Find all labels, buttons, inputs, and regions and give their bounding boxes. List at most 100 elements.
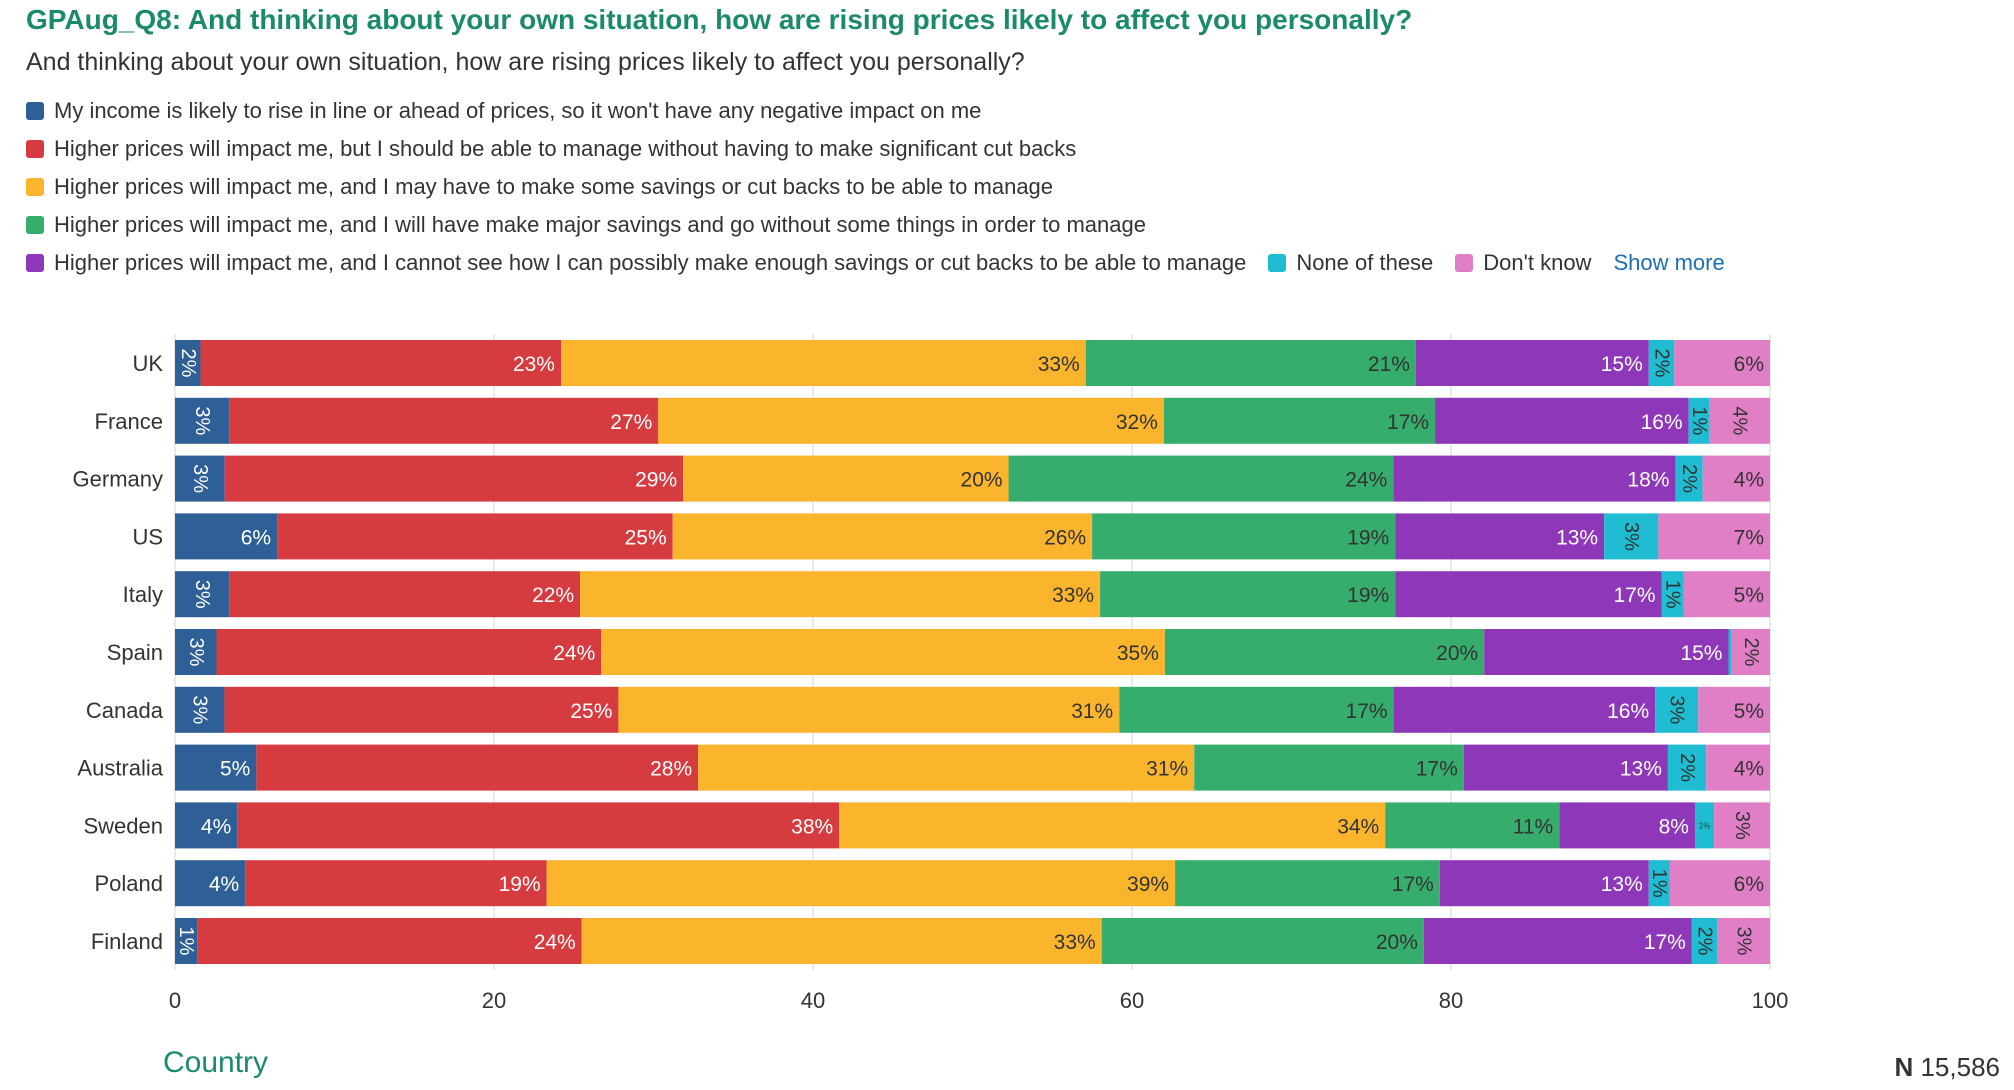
bar-segment[interactable] (1395, 513, 1605, 560)
bar-segment[interactable] (1648, 340, 1675, 386)
bar-segment[interactable] (1688, 397, 1710, 444)
bar-segment[interactable] (245, 860, 547, 907)
bar-segment[interactable] (683, 455, 1009, 502)
bar-segment[interactable] (1674, 340, 1770, 386)
bar-segment[interactable] (658, 397, 1164, 444)
bar-segment[interactable] (546, 860, 1176, 907)
bar-segment[interactable] (175, 744, 257, 791)
bar-segment[interactable] (698, 744, 1195, 791)
bar-segment[interactable] (175, 397, 230, 444)
bar-segment[interactable] (224, 686, 619, 733)
bar-segment[interactable] (1163, 397, 1436, 444)
bar-segment[interactable] (175, 802, 238, 849)
bar-segment[interactable] (1731, 629, 1770, 675)
data-label: 31% (1071, 700, 1113, 723)
bar-segment[interactable] (1683, 571, 1770, 618)
bar-segment[interactable] (1415, 340, 1649, 386)
legend-item-major-savings[interactable]: Higher prices will impact me, and I will… (26, 206, 1904, 244)
bar-segment[interactable] (618, 686, 1120, 733)
bar-segment[interactable] (1101, 918, 1424, 964)
bar-segment[interactable] (175, 686, 225, 733)
bar-segment[interactable] (1717, 918, 1770, 964)
bar-segment[interactable] (1648, 860, 1670, 907)
bar-segment[interactable] (1008, 455, 1394, 502)
data-label: 33% (1038, 353, 1080, 376)
bar-segment[interactable] (1675, 455, 1703, 502)
bar-segment[interactable] (1714, 802, 1770, 849)
chart-title: GPAug_Q8: And thinking about your own si… (26, 4, 1413, 35)
bar-segment[interactable] (229, 397, 659, 444)
bar-segment[interactable] (216, 629, 602, 675)
bar-segment[interactable] (1395, 571, 1662, 618)
bar-segment[interactable] (1092, 513, 1396, 560)
bar-segment[interactable] (580, 571, 1101, 618)
data-label: 33% (1052, 584, 1094, 607)
legend-item-manage-without-cutbacks[interactable]: Higher prices will impact me, but I shou… (26, 130, 1904, 168)
bar-segment[interactable] (1728, 629, 1732, 675)
data-label: 22% (532, 584, 574, 607)
bar-segment[interactable] (1698, 686, 1770, 733)
bar-segment[interactable] (601, 629, 1165, 675)
bar-segment[interactable] (1385, 802, 1560, 849)
bar-segment[interactable] (1175, 860, 1440, 907)
data-label: 2% (1678, 464, 1700, 493)
bar-segment[interactable] (175, 918, 198, 964)
legend-item-dont-know[interactable]: Don't know (1455, 244, 1591, 282)
bar-segment[interactable] (1164, 629, 1485, 675)
bar-segment[interactable] (197, 918, 582, 964)
bar-segment[interactable] (200, 340, 561, 386)
bar-segment[interactable] (175, 860, 246, 907)
bar-segment[interactable] (1694, 802, 1715, 849)
bar-segment[interactable] (1702, 455, 1770, 502)
data-label: 3% (1666, 695, 1688, 724)
bar-segment[interactable] (560, 340, 1086, 386)
data-label: 24% (553, 642, 595, 665)
bar-segment[interactable] (1435, 397, 1689, 444)
show-more-link[interactable]: Show more (1613, 250, 1725, 275)
bar-segment[interactable] (1439, 860, 1649, 907)
data-label: 38% (791, 815, 833, 838)
bar-segment[interactable] (277, 513, 673, 560)
bar-segment[interactable] (1706, 744, 1770, 791)
bar-segment[interactable] (256, 744, 699, 791)
bar-segment[interactable] (175, 513, 278, 560)
bar-segment[interactable] (672, 513, 1093, 560)
data-label: 28% (650, 758, 692, 781)
bar-segment[interactable] (1484, 629, 1729, 675)
bar-segment[interactable] (175, 455, 225, 502)
bar-segment[interactable] (229, 571, 581, 618)
data-label: 1% (1688, 406, 1710, 435)
bar-segment[interactable] (839, 802, 1386, 849)
legend-item-some-cutbacks[interactable]: Higher prices will impact me, and I may … (26, 168, 1904, 206)
legend-item-no-impact[interactable]: My income is likely to rise in line or a… (26, 92, 1904, 130)
bar-segment[interactable] (224, 455, 684, 502)
bar-segment[interactable] (1463, 744, 1668, 791)
bar-segment[interactable] (175, 340, 201, 386)
legend-item-none-of-these[interactable]: None of these (1268, 244, 1433, 282)
bar-segment[interactable] (1393, 686, 1656, 733)
bar-segment[interactable] (1669, 860, 1770, 907)
data-label: 25% (625, 526, 667, 549)
bar-segment[interactable] (1194, 744, 1464, 791)
legend-item-cannot-manage[interactable]: Higher prices will impact me, and I cann… (26, 244, 1246, 282)
bar-segment[interactable] (1423, 918, 1692, 964)
bar-segment[interactable] (1667, 744, 1707, 791)
bar-segment[interactable] (581, 918, 1102, 964)
bar-segment[interactable] (175, 629, 217, 675)
sample-size-label: N (1894, 1052, 1914, 1082)
bar-segment[interactable] (1661, 571, 1684, 618)
chart-subtitle: And thinking about your own situation, h… (26, 48, 1025, 76)
data-label: 7% (1734, 526, 1764, 549)
bar-segment[interactable] (1559, 802, 1695, 849)
bar-segment[interactable] (1604, 513, 1659, 560)
bar-segment[interactable] (1658, 513, 1770, 560)
bar-segment[interactable] (1119, 686, 1394, 733)
bar-segment[interactable] (1691, 918, 1718, 964)
bar-segment[interactable] (175, 571, 230, 618)
bar-segment[interactable] (1085, 340, 1416, 386)
bar-segment[interactable] (1655, 686, 1699, 733)
bar-segment[interactable] (237, 802, 840, 849)
bar-segment[interactable] (1100, 571, 1396, 618)
bar-segment[interactable] (1709, 397, 1770, 444)
bar-segment[interactable] (1393, 455, 1676, 502)
